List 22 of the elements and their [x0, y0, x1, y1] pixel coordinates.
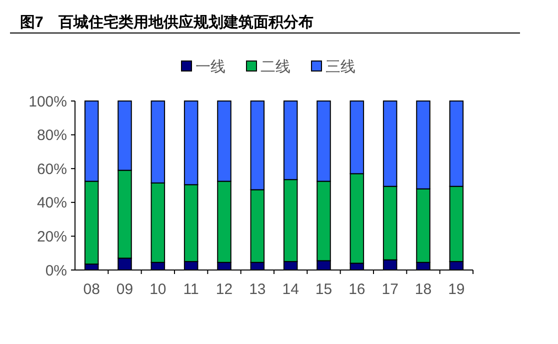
x-tick-label: 15	[315, 281, 332, 298]
x-tick-label: 10	[150, 281, 166, 298]
y-tick-label: 0%	[45, 262, 67, 280]
legend-label: 二线	[260, 58, 290, 76]
legend-label: 一线	[196, 58, 226, 76]
y-tick-label: 100%	[28, 93, 67, 110]
x-tick-label: 17	[382, 281, 398, 298]
x-tick-label: 19	[448, 281, 465, 298]
x-tick-label: 12	[216, 281, 233, 298]
x-tick-label: 11	[183, 281, 199, 298]
x-tick-label: 14	[282, 281, 299, 298]
y-tick-label: 60%	[36, 160, 67, 178]
x-tick-label: 18	[414, 281, 432, 298]
legend-label: 三线	[326, 58, 356, 76]
y-tick-label: 80%	[36, 127, 67, 144]
chart-title: 图7 百城住宅类用地供应规划建筑面积分布	[20, 13, 314, 31]
x-tick-label: 08	[83, 281, 100, 298]
x-tick-label: 16	[348, 281, 366, 298]
x-tick-label: 09	[116, 281, 134, 298]
y-tick-label: 40%	[36, 194, 67, 212]
y-tick-label: 20%	[36, 228, 67, 246]
x-tick-label: 13	[249, 281, 266, 298]
